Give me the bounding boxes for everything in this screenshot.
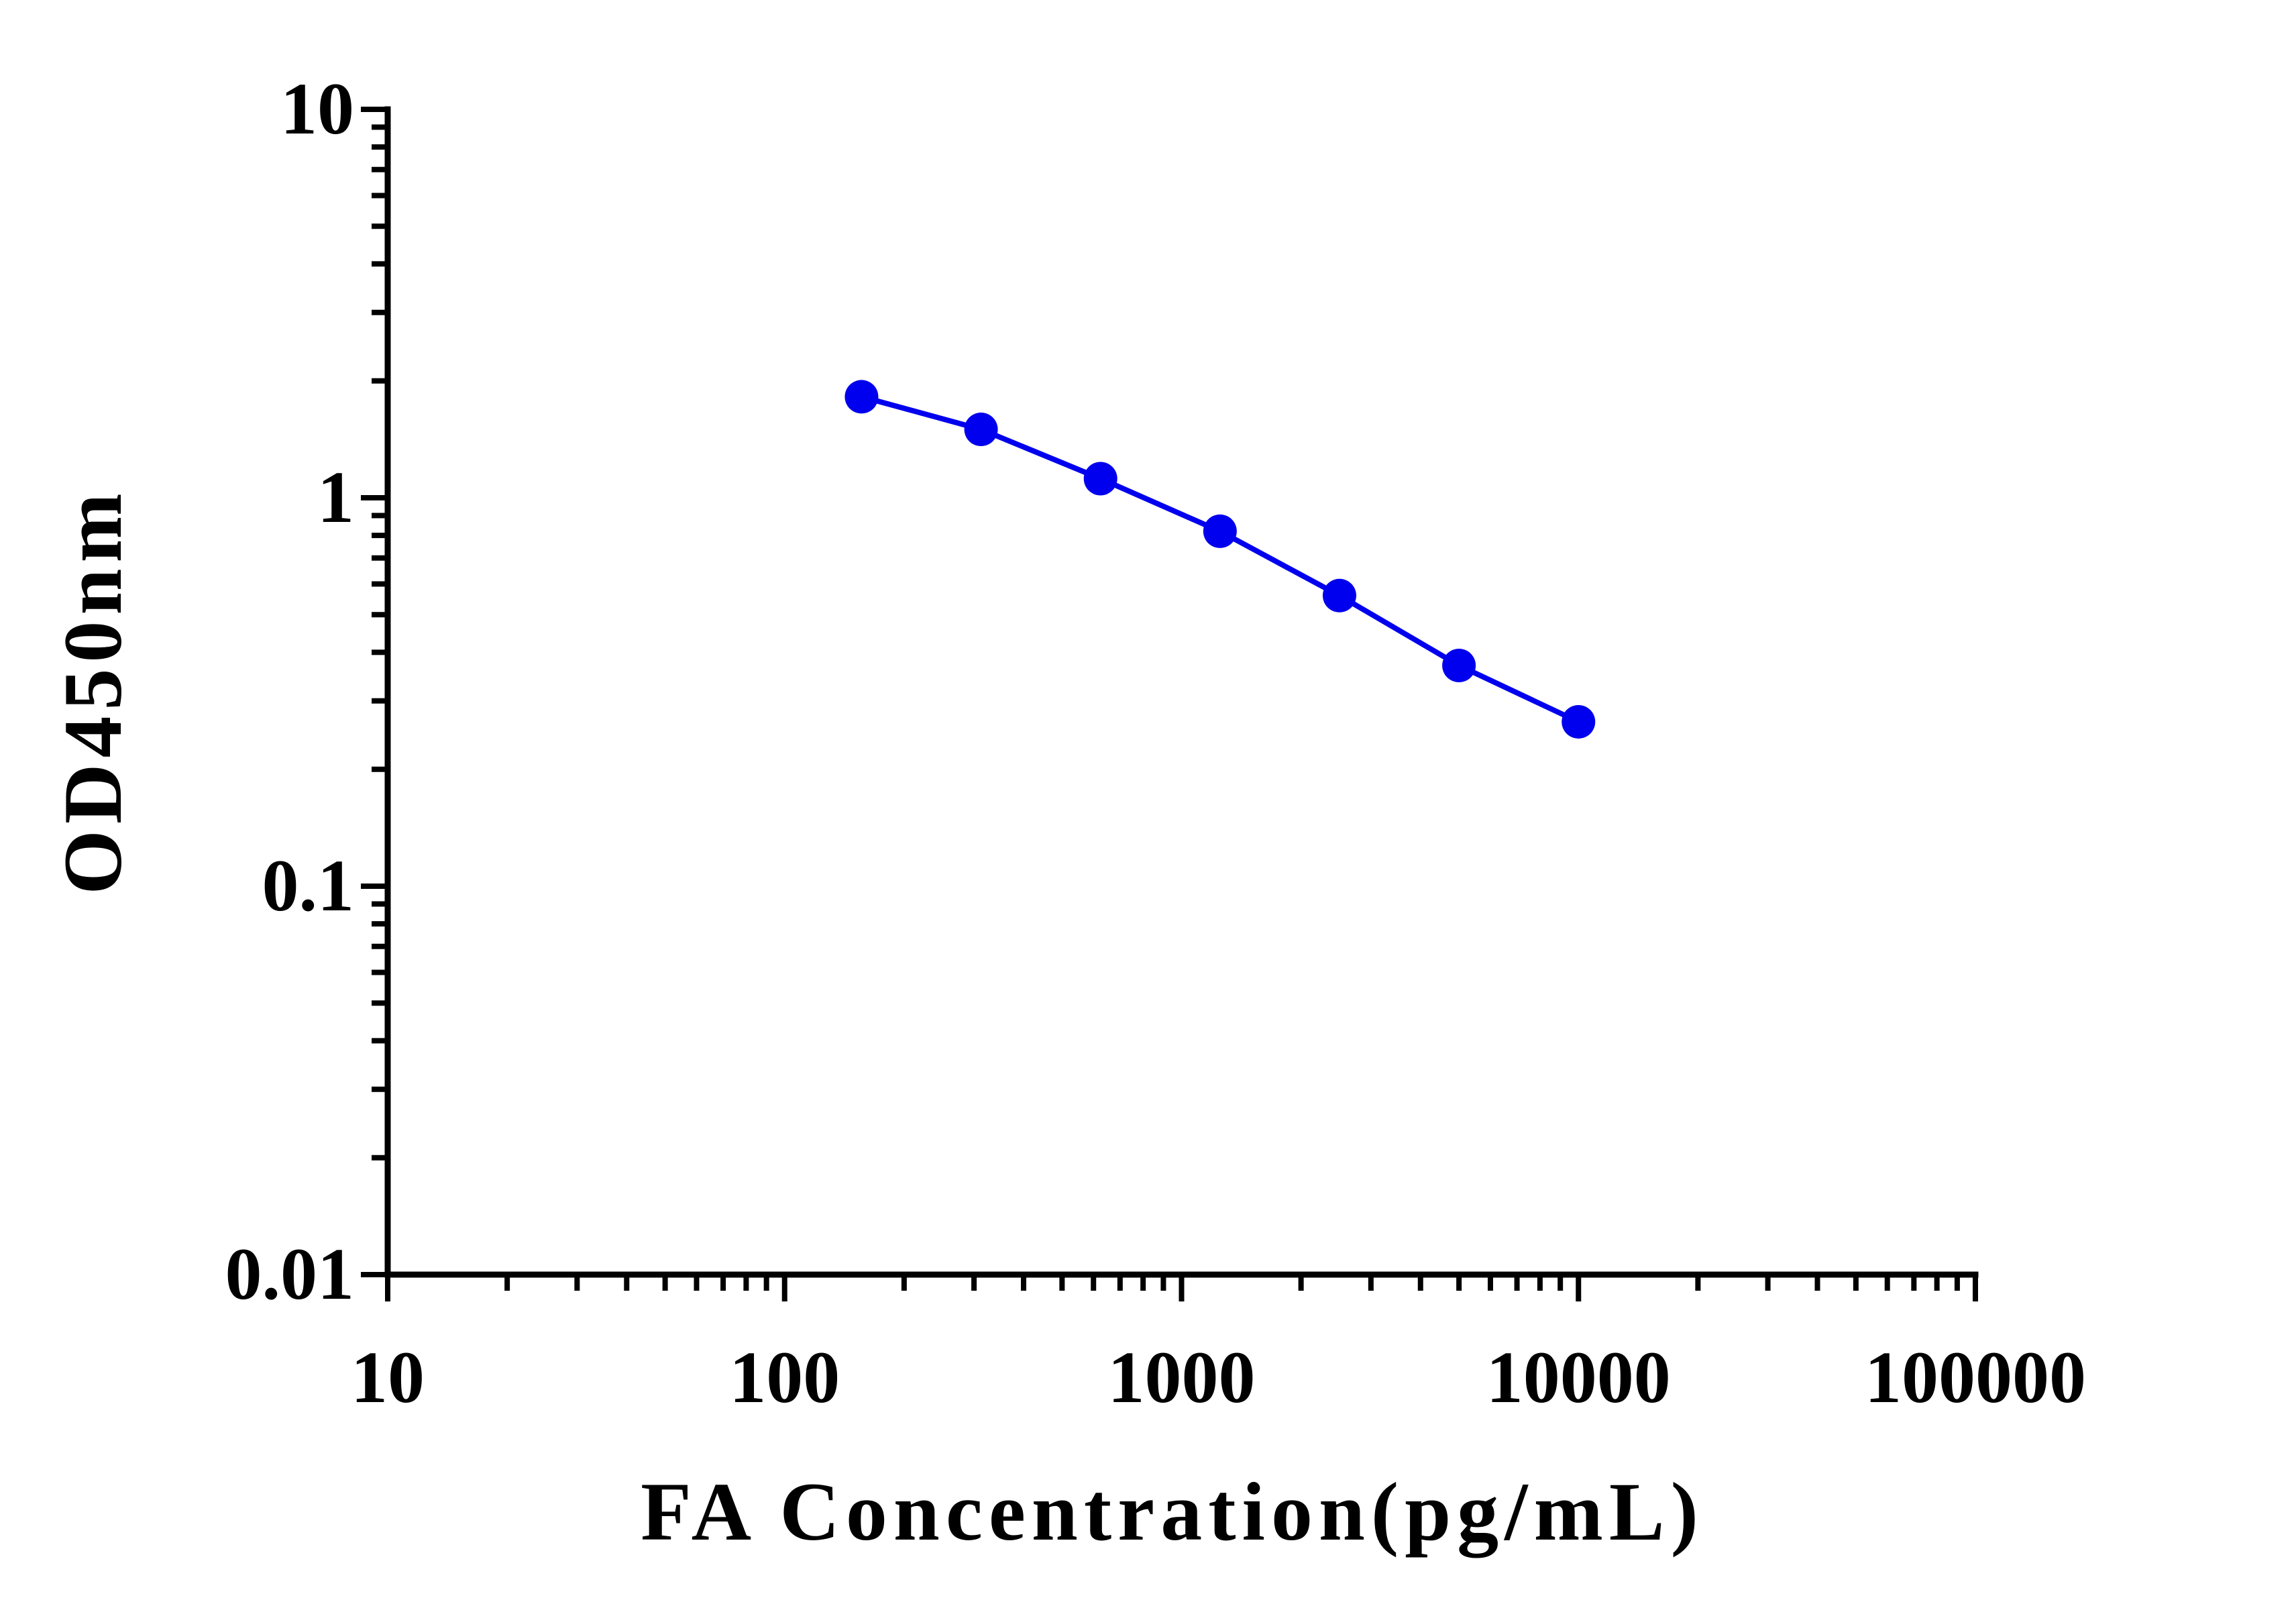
x-tick-label: 100000 bbox=[1865, 1336, 2086, 1418]
x-tick-label: 100 bbox=[729, 1336, 840, 1418]
x-tick-label: 10000 bbox=[1486, 1336, 1671, 1418]
data-point bbox=[844, 380, 879, 414]
data-point bbox=[964, 413, 998, 447]
x-tick-label: 10 bbox=[351, 1336, 425, 1418]
y-tick-label: 0.1 bbox=[262, 845, 355, 926]
series-group bbox=[844, 380, 1596, 739]
y-tick-label: 0.01 bbox=[225, 1233, 355, 1315]
data-point bbox=[1322, 578, 1356, 612]
data-point bbox=[1083, 462, 1117, 496]
axes: 10 100 1000 10000 100000 0.01 0.1 1 10 bbox=[225, 68, 2087, 1418]
y-tick-label: 1 bbox=[317, 456, 354, 538]
data-point bbox=[1562, 704, 1596, 739]
x-axis-title: FA Concentration(pg/mL) bbox=[641, 1466, 1704, 1558]
y-tick-label: 10 bbox=[280, 68, 354, 150]
x-tick-label: 1000 bbox=[1108, 1336, 1256, 1418]
y-axis-title: OD450nm bbox=[47, 487, 139, 894]
data-point bbox=[1442, 649, 1476, 683]
data-point bbox=[1203, 514, 1237, 548]
